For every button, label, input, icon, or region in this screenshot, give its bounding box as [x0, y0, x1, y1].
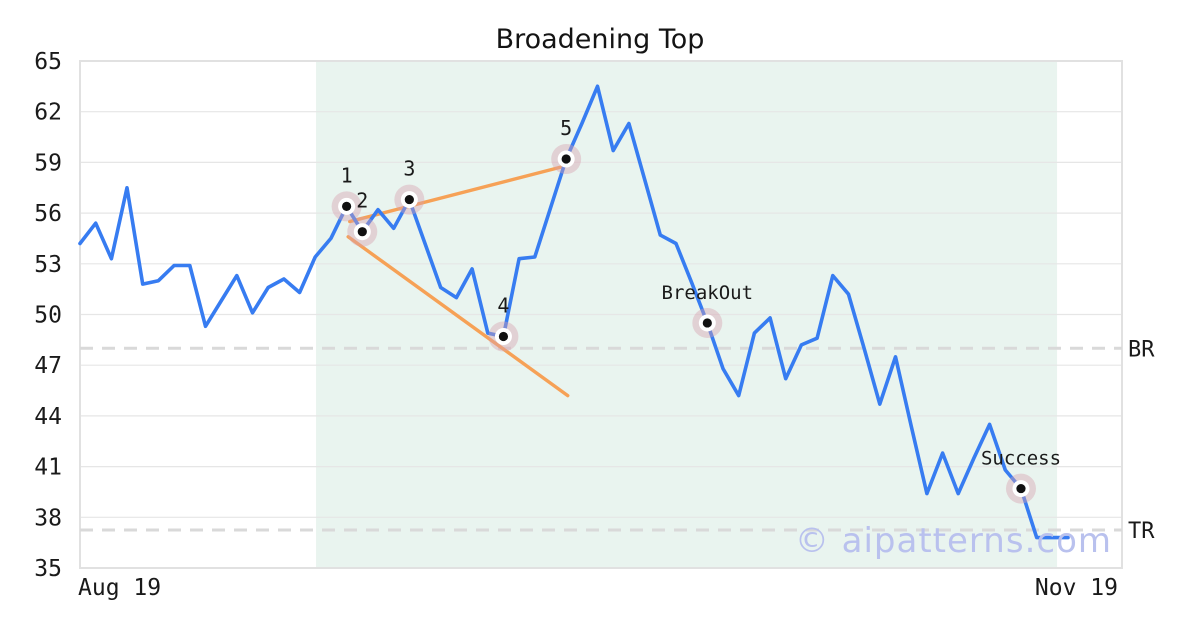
y-tick-label: 50	[34, 303, 62, 329]
marker-dot-3	[404, 194, 414, 205]
y-tick-label: 35	[34, 556, 62, 582]
marker-label-1: 1	[341, 163, 353, 187]
x-axis-end-label: Nov 19	[1034, 575, 1118, 601]
y-tick-label: 62	[34, 100, 62, 126]
threshold-label-tr: TR	[1128, 519, 1155, 544]
marker-label-3: 3	[403, 157, 415, 181]
y-tick-label: 59	[34, 150, 62, 176]
x-axis-start-label: Aug 19	[78, 575, 162, 601]
y-tick-label: 44	[34, 404, 62, 430]
marker-dot-success	[1016, 483, 1026, 494]
marker-label-breakout: BreakOut	[662, 282, 754, 304]
chart-title: Broadening Top	[495, 24, 705, 55]
y-tick-label: 56	[34, 201, 62, 227]
y-tick-label: 53	[34, 252, 62, 278]
price-line	[78, 84, 1070, 540]
y-tick-label: 65	[34, 49, 62, 75]
marker-dot-5	[561, 154, 571, 164]
marker-label-5: 5	[560, 116, 572, 140]
y-tick-label: 41	[34, 455, 62, 481]
y-tick-label: 38	[34, 505, 62, 531]
marker-label-success: Success	[981, 448, 1061, 470]
plot-border	[79, 60, 1123, 569]
marker-dot-breakout	[702, 318, 712, 328]
y-tick-label: 47	[34, 353, 62, 379]
marker-dot-2	[357, 227, 367, 237]
marker-dot-1	[342, 201, 352, 211]
marker-dot-4	[498, 331, 509, 342]
watermark: © aipatterns.com	[794, 521, 1112, 561]
marker-label-4: 4	[497, 293, 509, 317]
upper-broadening-line	[348, 164, 568, 224]
lower-broadening-line	[346, 235, 570, 398]
threshold-label-br: BR	[1128, 337, 1155, 362]
marker-label-2: 2	[356, 189, 368, 213]
